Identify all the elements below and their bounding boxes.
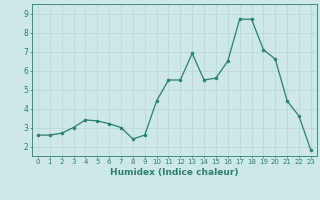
X-axis label: Humidex (Indice chaleur): Humidex (Indice chaleur) bbox=[110, 168, 239, 177]
